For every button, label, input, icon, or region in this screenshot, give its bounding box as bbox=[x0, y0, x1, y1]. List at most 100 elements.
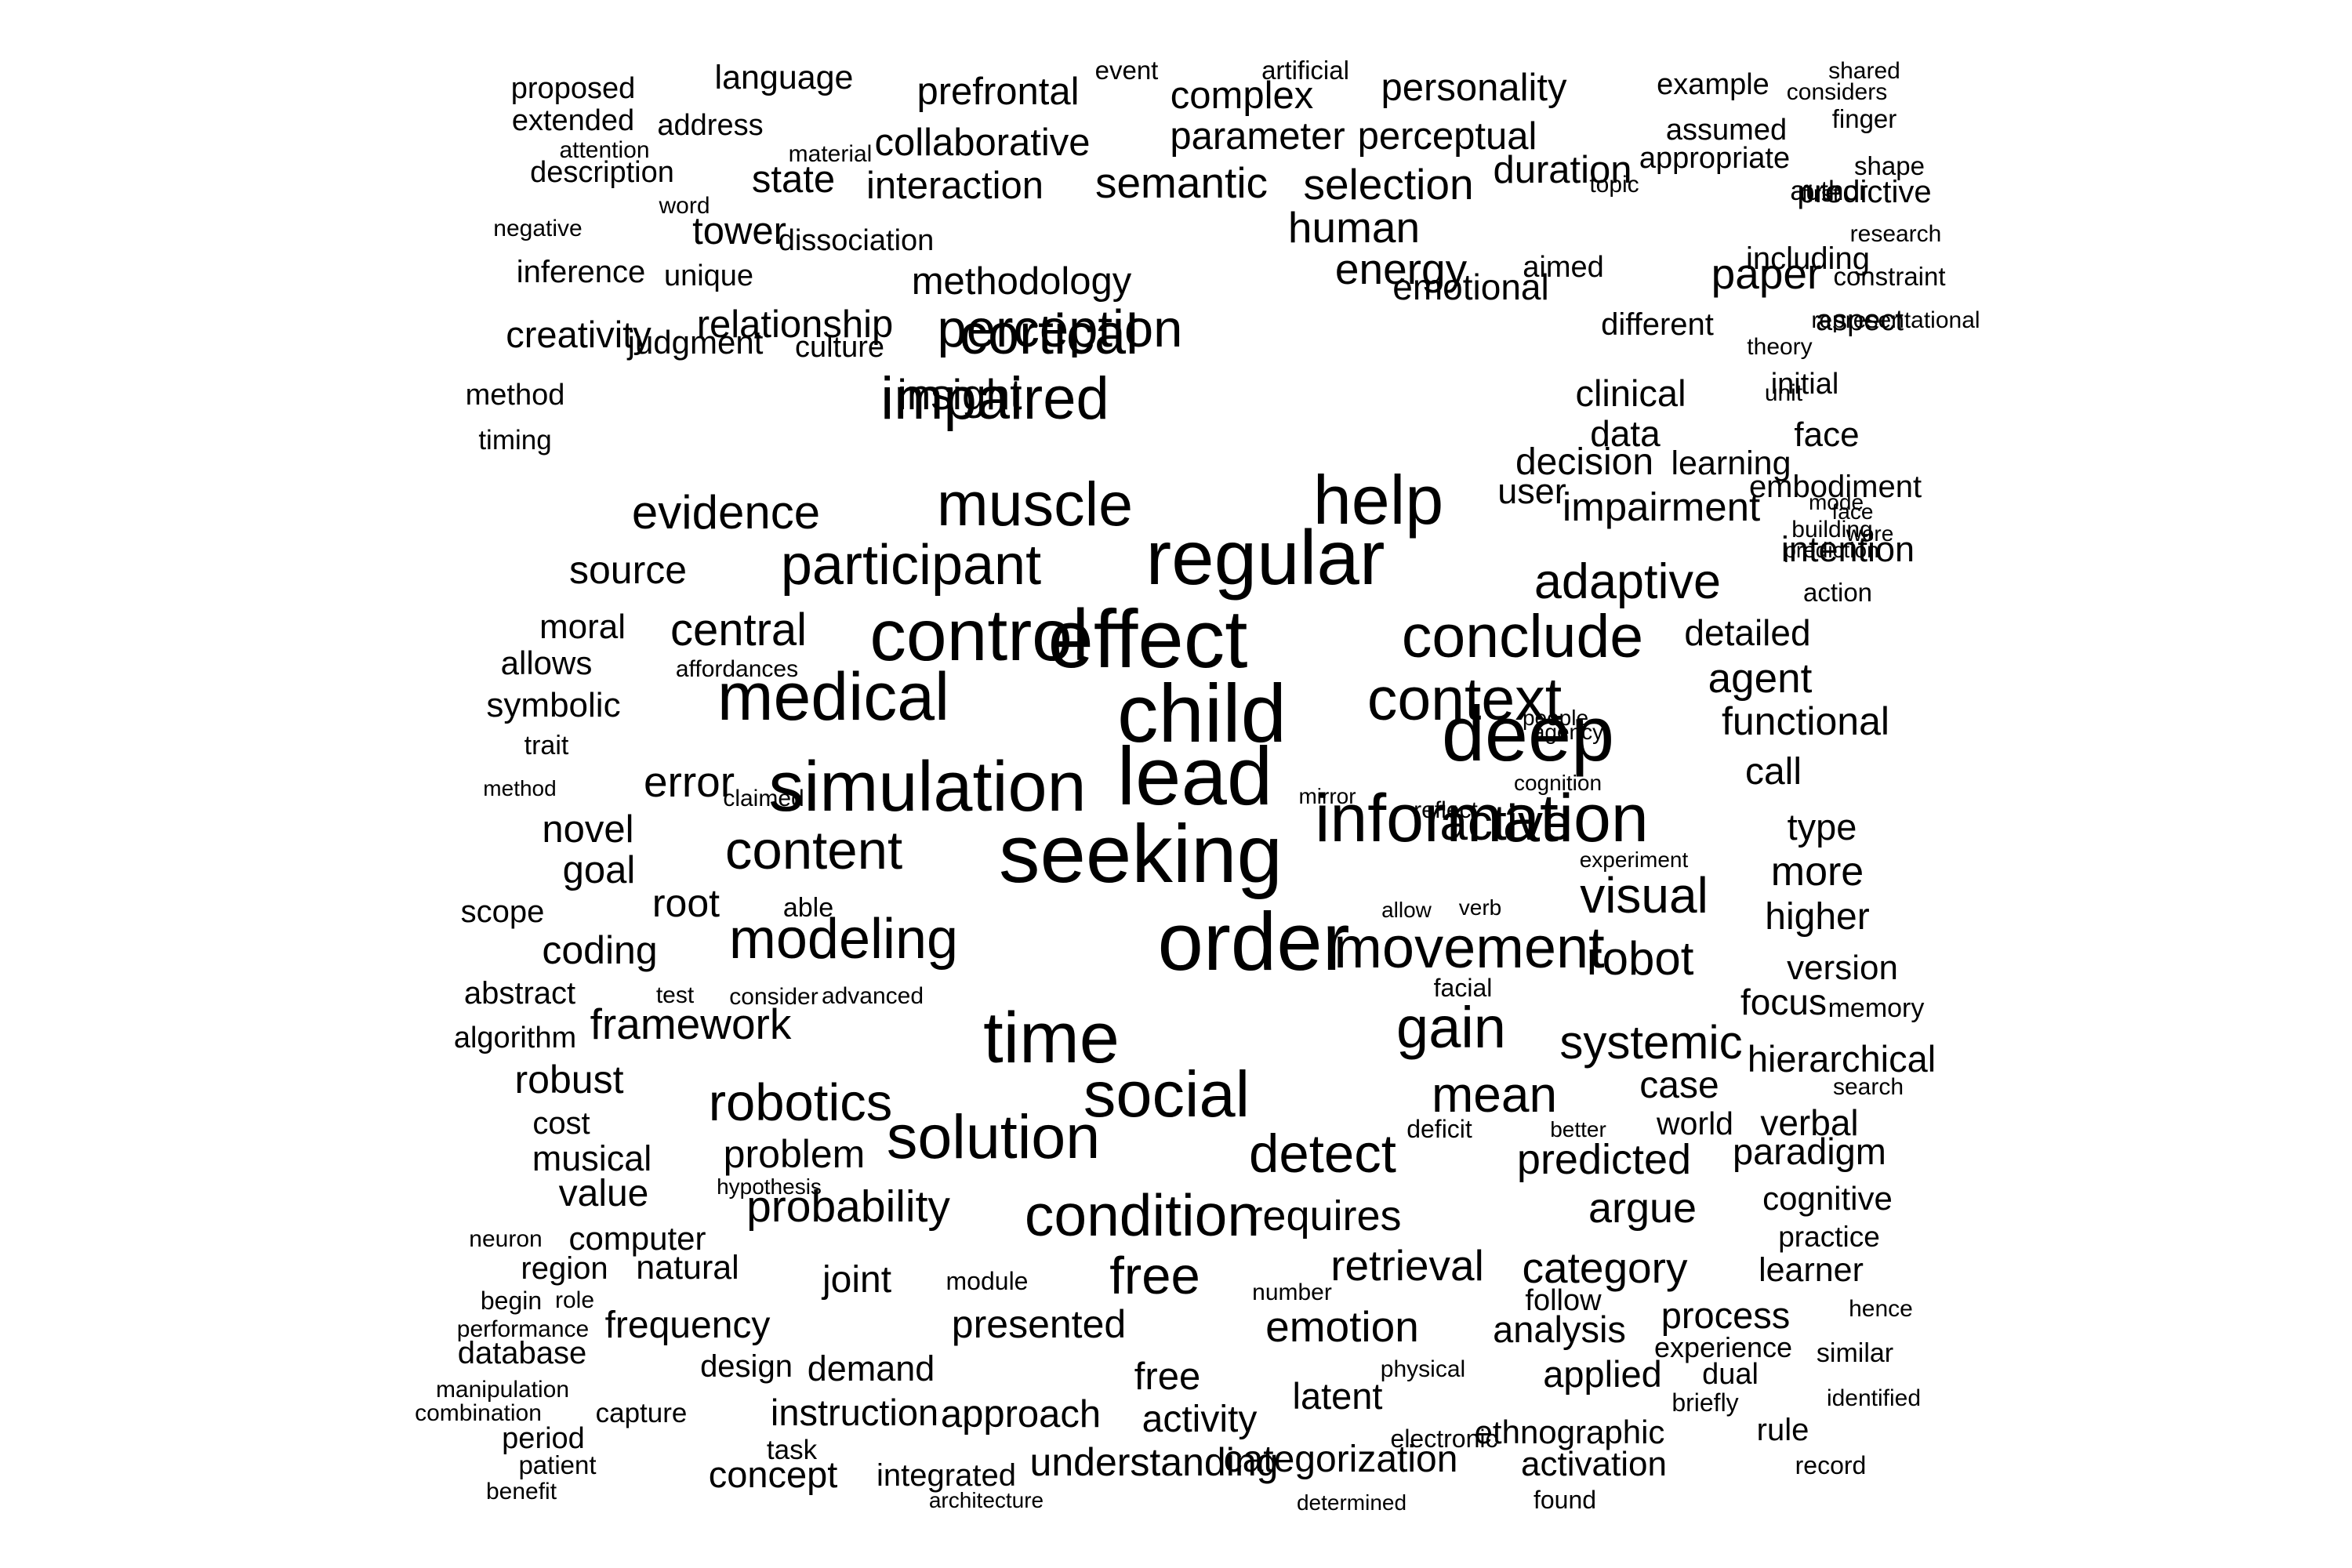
cloud-word-electronic: electronic bbox=[1391, 1425, 1498, 1453]
cloud-word-more: more bbox=[1771, 849, 1864, 895]
cloud-word-complex: complex bbox=[1171, 74, 1313, 117]
cloud-word-natural: natural bbox=[636, 1249, 739, 1287]
cloud-word-insight: insight bbox=[898, 370, 1022, 419]
cloud-word-robust: robust bbox=[515, 1058, 624, 1102]
cloud-word-framework: framework bbox=[590, 1000, 792, 1048]
cloud-word-timing: timing bbox=[478, 425, 551, 456]
cloud-word-consider: consider bbox=[729, 984, 818, 1010]
cloud-word-briefly: briefly bbox=[1671, 1388, 1738, 1417]
cloud-word-understanding: understanding bbox=[1030, 1440, 1279, 1484]
cloud-word-frequency: frequency bbox=[605, 1305, 771, 1346]
cloud-word-example: example bbox=[1657, 68, 1769, 101]
cloud-word-method: method bbox=[483, 776, 556, 800]
cloud-word-number: number bbox=[1252, 1279, 1332, 1305]
cloud-word-database: database bbox=[458, 1336, 587, 1370]
cloud-word-error: error bbox=[644, 757, 735, 806]
cloud-word-modeling: modeling bbox=[729, 908, 958, 971]
cloud-word-categorization: categorization bbox=[1224, 1439, 1458, 1480]
cloud-word-relationship: relationship bbox=[697, 303, 894, 346]
cloud-word-impairment: impairment bbox=[1563, 485, 1760, 529]
cloud-word-impaired: impaired bbox=[880, 365, 1109, 432]
cloud-word-emotional: emotional bbox=[1392, 267, 1548, 307]
cloud-word-latent: latent bbox=[1293, 1375, 1383, 1417]
cloud-word-abstract: abstract bbox=[464, 976, 575, 1011]
cloud-word-presented: presented bbox=[952, 1302, 1126, 1346]
cloud-word-creativity: creativity bbox=[506, 314, 652, 355]
cloud-word-follow: follow bbox=[1525, 1284, 1602, 1317]
cloud-word-cortical: cortical bbox=[960, 303, 1138, 366]
cloud-word-activation: activation bbox=[1521, 1445, 1667, 1483]
cloud-word-simulation: simulation bbox=[768, 748, 1086, 826]
cloud-word-user: user bbox=[1497, 471, 1566, 511]
cloud-word-representational: representational bbox=[1811, 307, 1980, 333]
cloud-word-gain: gain bbox=[1396, 995, 1506, 1060]
cloud-word-aimed: aimed bbox=[1523, 251, 1604, 284]
cloud-word-building: building bbox=[1791, 517, 1872, 543]
cloud-word-judgment: judgment bbox=[626, 324, 764, 361]
cloud-word-instruction: instruction bbox=[771, 1392, 938, 1433]
cloud-word-able: able bbox=[783, 893, 833, 923]
cloud-word-trait: trait bbox=[524, 731, 569, 760]
cloud-word-selection: selection bbox=[1303, 160, 1473, 209]
cloud-word-finger: finger bbox=[1832, 104, 1897, 133]
cloud-word-perceptual: perceptual bbox=[1358, 115, 1537, 158]
cloud-word-mirror: mirror bbox=[1298, 784, 1356, 808]
cloud-word-description: description bbox=[530, 156, 674, 189]
cloud-word-scope: scope bbox=[461, 895, 545, 929]
cloud-word-performance: performance bbox=[457, 1316, 589, 1342]
cloud-word-found: found bbox=[1534, 1486, 1596, 1514]
cloud-word-capture: capture bbox=[596, 1398, 688, 1428]
cloud-word-agency: agency bbox=[1533, 720, 1603, 744]
cloud-word-functional: functional bbox=[1722, 699, 1889, 743]
cloud-word-event: event bbox=[1095, 56, 1159, 85]
cloud-word-action: action bbox=[1803, 578, 1872, 607]
cloud-word-robot: robot bbox=[1587, 932, 1694, 985]
cloud-word-mode: mode bbox=[1809, 490, 1864, 514]
cloud-word-novel: novel bbox=[542, 808, 633, 851]
cloud-word-author: author bbox=[1790, 176, 1868, 206]
cloud-word-algorithm: algorithm bbox=[454, 1022, 576, 1054]
cloud-word-topic: topic bbox=[1589, 172, 1639, 198]
cloud-word-personality: personality bbox=[1381, 67, 1567, 109]
cloud-word-role: role bbox=[555, 1287, 594, 1313]
cloud-word-category: category bbox=[1523, 1243, 1688, 1292]
cloud-word-verbal: verbal bbox=[1760, 1102, 1858, 1143]
cloud-word-deficit: deficit bbox=[1406, 1115, 1472, 1143]
cloud-word-child: child bbox=[1117, 668, 1287, 760]
cloud-word-affordances: affordances bbox=[676, 656, 798, 682]
cloud-word-mean: mean bbox=[1432, 1066, 1557, 1123]
cloud-word-coding: coding bbox=[542, 928, 657, 972]
cloud-word-unique: unique bbox=[664, 260, 753, 292]
cloud-word-manipulation: manipulation bbox=[436, 1377, 569, 1403]
cloud-word-neuron: neuron bbox=[469, 1226, 542, 1252]
cloud-word-material: material bbox=[789, 141, 873, 167]
cloud-word-content: content bbox=[725, 820, 902, 880]
cloud-word-patient: patient bbox=[518, 1450, 596, 1479]
cloud-word-extended: extended bbox=[512, 104, 634, 137]
cloud-word-social: social bbox=[1083, 1058, 1250, 1131]
cloud-word-emotion: emotion bbox=[1265, 1302, 1419, 1351]
cloud-word-systemic: systemic bbox=[1559, 1016, 1742, 1069]
cloud-word-constraint: constraint bbox=[1833, 262, 1945, 291]
cloud-word-joint: joint bbox=[821, 1259, 891, 1301]
cloud-word-evidence: evidence bbox=[632, 486, 820, 539]
cloud-word-demand: demand bbox=[808, 1348, 935, 1388]
cloud-word-prefrontal: prefrontal bbox=[916, 71, 1079, 113]
cloud-word-retrieval: retrieval bbox=[1330, 1241, 1484, 1290]
cloud-word-activity: activity bbox=[1142, 1399, 1258, 1440]
cloud-word-regular: regular bbox=[1145, 514, 1385, 601]
cloud-word-version: version bbox=[1787, 949, 1898, 987]
cloud-word-duration: duration bbox=[1493, 149, 1632, 191]
cloud-word-requires: requires bbox=[1248, 1192, 1401, 1240]
cloud-word-seeking: seeking bbox=[999, 808, 1283, 900]
cloud-word-similar: similar bbox=[1817, 1338, 1893, 1368]
cloud-word-energy: energy bbox=[1335, 245, 1468, 293]
cloud-word-face: face bbox=[1832, 499, 1874, 524]
cloud-word-address: address bbox=[657, 109, 763, 142]
cloud-word-appropriate: appropriate bbox=[1639, 142, 1790, 175]
cloud-word-help: help bbox=[1313, 461, 1443, 539]
cloud-word-learner: learner bbox=[1759, 1251, 1864, 1289]
cloud-word-inference: inference bbox=[517, 255, 646, 289]
cloud-word-deep: deep bbox=[1442, 690, 1614, 777]
cloud-word-ethnographic: ethnographic bbox=[1475, 1414, 1665, 1450]
